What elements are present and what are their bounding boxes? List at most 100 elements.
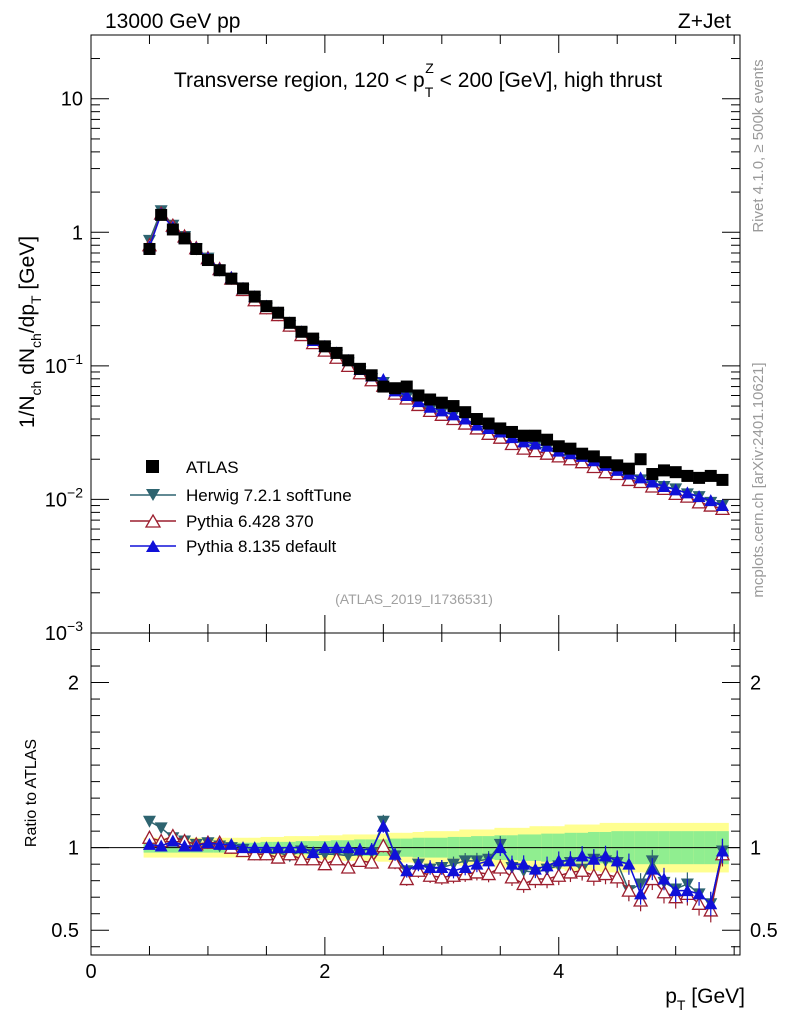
main-data-point [447, 400, 460, 413]
legend-label-atlas: ATLAS [186, 458, 239, 477]
ratio-data-point [587, 852, 601, 865]
main-data-point [692, 490, 706, 503]
main-data-point [597, 464, 614, 479]
legend-label-pythia6: Pythia 6.428 370 [186, 512, 314, 531]
main-data-point [143, 242, 156, 255]
ratio-data-point [178, 839, 192, 852]
main-data-point [541, 433, 554, 446]
ratio-data-point [563, 854, 577, 867]
ratio-data-point [154, 822, 168, 835]
ratio-data-point [353, 842, 367, 855]
main-data-point [704, 494, 718, 507]
ratio-data-point [411, 857, 425, 870]
ratio-data-point [657, 872, 671, 885]
ratio-data-point [551, 867, 567, 882]
main-data-point [539, 445, 555, 460]
ratio-data-point [271, 841, 285, 854]
ratio-data-point [528, 862, 542, 875]
ratio-ytick-label: 1 [68, 838, 79, 860]
ratio-xtick-label: 2 [319, 961, 330, 983]
legend: ATLAS Herwig 7.2.1 softTune Pythia 6.428… [130, 458, 352, 556]
main-data-point [527, 443, 543, 458]
ratio-data-point [715, 844, 729, 857]
ratio-data-point [447, 864, 461, 877]
ratio-data-point [364, 854, 380, 869]
main-data-point [190, 242, 203, 255]
ratio-data-point [282, 846, 298, 861]
ratio-ylabel: Ratio to ATLAS [23, 739, 40, 847]
ratio-xlabel: pT [GeV] [665, 985, 745, 1013]
ratio-data-point [236, 841, 250, 854]
ratio-data-point [597, 866, 614, 881]
ratio-frame [90, 632, 741, 956]
main-data-point [504, 436, 520, 451]
ratio-xtick-label: 4 [553, 961, 564, 983]
main-ytick-label: 10−1 [45, 351, 83, 378]
ratio-data-point [622, 857, 636, 870]
main-data-point [201, 254, 214, 267]
ratio-data-point [539, 871, 555, 886]
main-data-point [400, 380, 413, 393]
ratio-data-point [552, 854, 566, 867]
main-data-point [459, 406, 472, 419]
ratio-data-point [656, 884, 672, 899]
main-data-point [307, 332, 320, 345]
ratio-data-point [562, 864, 579, 879]
main-data-point [237, 282, 250, 295]
process-label: Z+Jet [678, 10, 731, 33]
ratio-data-point [328, 851, 345, 866]
ratio-data-point [527, 871, 543, 886]
ratio-data-point [154, 839, 168, 852]
ratio-data-point [189, 839, 203, 852]
main-data-point [424, 393, 437, 406]
main-data-point [622, 462, 635, 475]
ratio-data-point [224, 837, 238, 850]
ratio-data-point [341, 850, 355, 863]
ratio-panel: 2 2 1 1 0.5 0.5 0 2 4 Ratio to ATLAS pT [GeV] [23, 632, 778, 1013]
main-data-point [342, 354, 355, 367]
ratio-data-point [352, 853, 368, 868]
main-data-point [715, 499, 729, 512]
ratio-data-point [341, 841, 355, 854]
ratio-data-point [540, 859, 554, 872]
ratio-data-point [692, 887, 706, 900]
main-data-point [412, 389, 425, 402]
ratio-ytick-label: 2 [68, 673, 79, 695]
main-ytick-label: 10−3 [45, 618, 83, 645]
main-data-point [470, 413, 483, 426]
legend-label-pythia8: Pythia 8.135 default [186, 537, 337, 556]
main-data-point [576, 447, 589, 460]
ratio-data-point [423, 860, 437, 873]
main-data-point [564, 442, 577, 455]
main-data-point [693, 471, 706, 484]
legend-marker-herwig [146, 489, 160, 501]
main-data-point [611, 459, 624, 472]
ratio-xtick-label: 0 [85, 961, 96, 983]
main-data-point [435, 396, 448, 409]
main-data-point [447, 408, 461, 421]
ratio-data-point [166, 834, 180, 847]
main-data-point [669, 466, 682, 479]
ratio-data-point [586, 867, 602, 882]
main-data-point [435, 404, 449, 417]
main-data-point [353, 362, 366, 375]
main-data-point [482, 417, 495, 430]
ratio-data-point [669, 884, 683, 897]
ratio-data-point [704, 897, 718, 910]
ratio-ytick-label: 0.5 [51, 920, 79, 942]
ratio-data-point [516, 876, 532, 891]
ratio-data-point [142, 815, 156, 828]
ratio-data-point [259, 841, 273, 854]
ratio-data-point [318, 841, 332, 854]
ratio-data-point [248, 841, 262, 854]
main-data-point [552, 440, 565, 453]
main-data-point [657, 479, 671, 492]
ratio-data-point [621, 882, 637, 897]
ratio-data-point [422, 867, 438, 882]
main-data-point [528, 437, 542, 450]
ratio-ytick-label-right: 0.5 [750, 920, 778, 942]
main-data-point [669, 483, 683, 496]
ratio-data-point [517, 857, 531, 870]
main-panel: 10 1 10−1 10−2 10−3 Transverse region, 120 <… [16, 34, 741, 645]
main-data-point [423, 400, 437, 413]
